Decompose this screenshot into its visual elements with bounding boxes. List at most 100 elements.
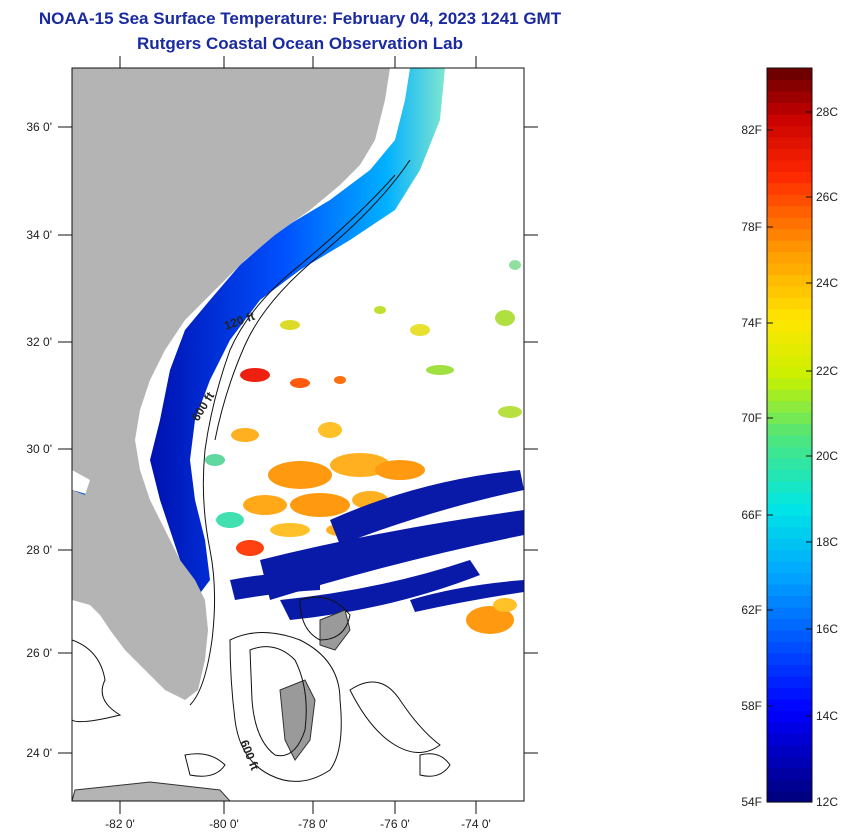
- colorbar-c-label: 26C: [816, 190, 838, 204]
- colorbar-swatch: [767, 629, 812, 643]
- lat-label: 26 0': [26, 646, 52, 660]
- colorbar-swatch: [767, 664, 812, 677]
- colorbar-swatch: [767, 687, 812, 700]
- colorbar-swatch: [767, 205, 812, 218]
- colorbar-swatch: [767, 721, 812, 734]
- colorbar-swatch: [767, 113, 812, 126]
- colorbar-swatch: [767, 366, 812, 379]
- mild-water-patches: [205, 260, 522, 528]
- colorbar-f-label: 66F: [741, 508, 762, 522]
- isobath-lines: [72, 159, 451, 782]
- colorbar-swatch: [767, 285, 812, 298]
- lat-label: 32 0': [26, 335, 52, 349]
- colorbar-swatch: [767, 194, 812, 207]
- lat-label: 24 0': [26, 746, 52, 760]
- colorbar-c-label: 24C: [816, 276, 838, 290]
- colorbar-f-label: 62F: [741, 603, 762, 617]
- colorbar-swatch: [767, 343, 812, 356]
- colorbar-c-label: 16C: [816, 622, 838, 636]
- colorbar-c-label: 14C: [816, 709, 838, 723]
- colorbar-f-label: 70F: [741, 411, 762, 425]
- colorbar-swatch: [767, 698, 812, 711]
- map-subtitle: Rutgers Coastal Ocean Observation Lab: [137, 34, 463, 53]
- lon-label: -80 0': [209, 817, 239, 831]
- colorbar-f-label: 58F: [741, 699, 762, 713]
- colorbar-c-label: 12C: [816, 795, 838, 809]
- colorbar-c-label: 22C: [816, 364, 838, 378]
- land-mainland: [72, 68, 390, 700]
- colorbar-swatch: [767, 308, 812, 321]
- colorbar-swatch: [767, 412, 812, 425]
- colorbar-swatch: [767, 217, 812, 230]
- colorbar-swatch: [767, 744, 812, 757]
- colorbar-swatch: [767, 182, 812, 195]
- colorbar-swatch: [767, 354, 812, 367]
- colorbar-swatch: [767, 526, 812, 539]
- colorbar-swatch: [767, 595, 812, 608]
- lon-label: -82 0': [105, 817, 135, 831]
- colorbar-swatch: [767, 584, 812, 597]
- colorbar-swatch: [767, 538, 812, 551]
- temperature-colorbar: 82F 78F 74F 70F 66F 62F 58F 54F 28C 26C 24C 22C 20C 1…: [741, 67, 838, 809]
- colorbar-swatch: [767, 297, 812, 310]
- colorbar-swatch: [767, 102, 812, 115]
- colorbar-swatch: [767, 171, 812, 184]
- colorbar-swatch: [767, 767, 812, 780]
- map-title: NOAA-15 Sea Surface Temperature: Februar…: [38, 9, 562, 28]
- colorbar-swatch: [767, 240, 812, 253]
- colorbar-swatch: [767, 515, 812, 528]
- colorbar-swatch: [767, 159, 812, 172]
- lon-label: -74 0': [461, 817, 491, 831]
- colorbar-swatch: [767, 400, 812, 413]
- colorbar-swatch: [767, 68, 812, 81]
- colorbar-swatch: [767, 779, 812, 792]
- colorbar-swatch: [767, 469, 812, 482]
- lon-label: -76 0': [380, 817, 410, 831]
- colorbar-swatch: [767, 675, 812, 688]
- colorbar-f-label: 78F: [741, 220, 762, 234]
- map-frame: [71, 67, 525, 802]
- colorbar-frame: [766, 67, 813, 803]
- colorbar-swatch: [767, 389, 812, 402]
- lat-label: 36 0': [26, 120, 52, 134]
- colorbar-c-label: 18C: [816, 535, 838, 549]
- colorbar-swatch: [767, 641, 812, 654]
- colorbar-swatches: [767, 68, 812, 803]
- colorbar-swatch: [767, 90, 812, 104]
- colorbar-swatch: [767, 423, 812, 436]
- colorbar-f-label: 82F: [741, 123, 762, 137]
- colorbar-swatch: [767, 503, 812, 516]
- colorbar-swatch: [767, 148, 812, 161]
- cold-water-streaks: [230, 470, 524, 620]
- colorbar-f-label: 54F: [741, 795, 762, 809]
- lat-label: 34 0': [26, 228, 52, 242]
- colorbar-swatch: [767, 790, 812, 803]
- lat-label: 30 0': [26, 442, 52, 456]
- colorbar-swatch: [767, 480, 812, 493]
- colorbar-swatch: [767, 435, 812, 448]
- colorbar-swatch: [767, 125, 812, 138]
- colorbar-swatch: [767, 331, 812, 344]
- warm-water-patches: [231, 368, 517, 634]
- colorbar-swatch: [767, 262, 812, 276]
- colorbar-swatch: [767, 320, 812, 333]
- colorbar-swatch: [767, 756, 812, 769]
- colorbar-swatch: [767, 457, 812, 471]
- colorbar-c-label: 28C: [816, 105, 838, 119]
- lon-label: -78 0': [298, 817, 328, 831]
- colorbar-swatch: [767, 79, 812, 92]
- colorbar-swatch: [767, 446, 812, 459]
- colorbar-c-label: 20C: [816, 449, 838, 463]
- colorbar-swatch: [767, 561, 812, 574]
- colorbar-swatch: [767, 377, 812, 390]
- axis-ticks: [58, 56, 538, 814]
- colorbar-swatch: [767, 652, 812, 665]
- colorbar-swatch: [767, 733, 812, 746]
- colorbar-swatch: [767, 251, 812, 264]
- colorbar-f-label: 74F: [741, 316, 762, 330]
- lat-label: 28 0': [26, 543, 52, 557]
- colorbar-swatch: [767, 618, 812, 631]
- colorbar-swatch: [767, 572, 812, 585]
- colorbar-swatch: [767, 607, 812, 620]
- colorbar-swatch: [767, 228, 812, 241]
